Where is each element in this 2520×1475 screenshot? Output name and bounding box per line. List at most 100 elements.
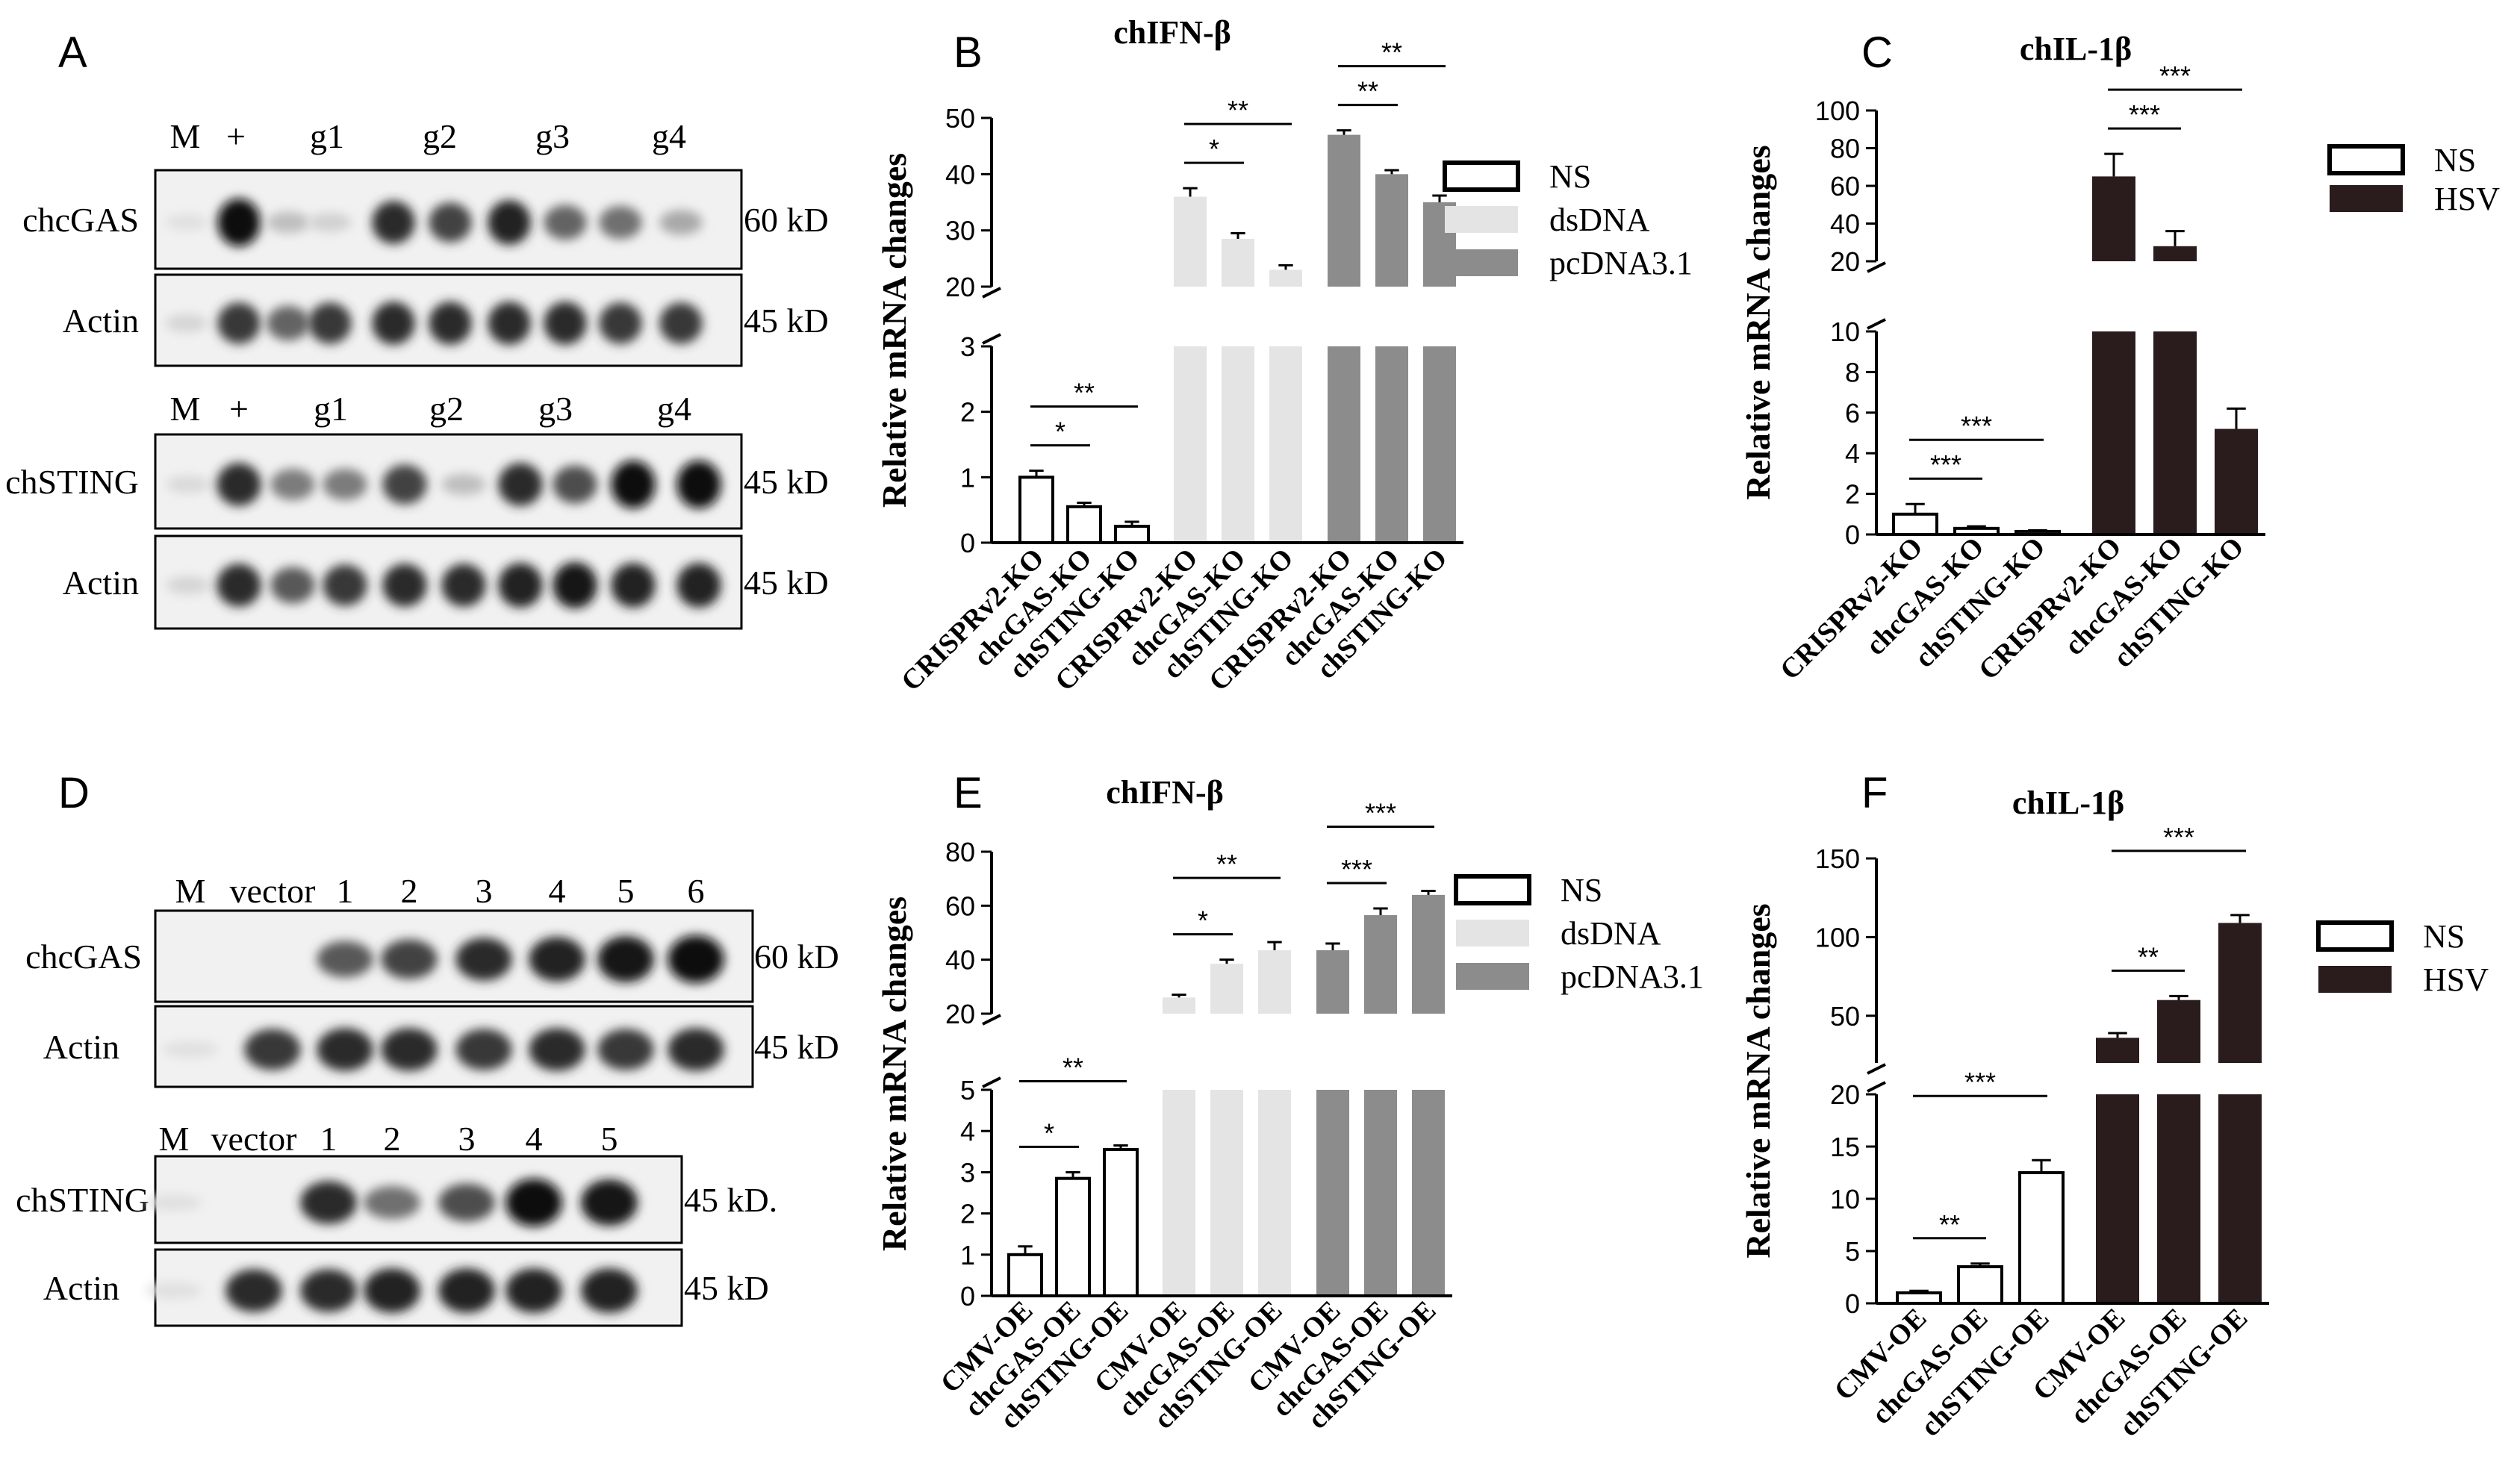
blot-row-label: Actin [43, 1269, 119, 1307]
legend-label: dsDNA [1549, 202, 1650, 238]
blot-band [529, 1028, 585, 1071]
bar [1412, 1090, 1445, 1296]
legend-label: HSV [2423, 961, 2489, 998]
y-tick-label: 3 [960, 1157, 975, 1188]
blot-band [611, 461, 656, 508]
legend-label: pcDNA3.1 [1561, 958, 1704, 995]
blot-band [267, 305, 310, 341]
blot-band [529, 937, 585, 982]
bar [1055, 1176, 1091, 1298]
lane-label: + [229, 390, 249, 428]
y-tick-label: 50 [945, 103, 975, 134]
significance-label: *** [1964, 1067, 1996, 1097]
blot-band [323, 564, 367, 606]
lane-label: + [226, 117, 246, 155]
bar [1174, 346, 1207, 543]
significance-label: ** [1216, 849, 1237, 879]
chart-title: chIFN-β [1106, 774, 1224, 811]
y-tick-label: 10 [1830, 316, 1860, 347]
panel-letter-d: D [58, 769, 90, 817]
bar [1007, 1253, 1043, 1298]
bar [1328, 346, 1360, 543]
bar [1258, 950, 1291, 1014]
lane-label: 1 [320, 1120, 337, 1158]
legend-swatch [2327, 144, 2405, 175]
lane-label: vector [230, 872, 316, 910]
blot-band [217, 564, 261, 607]
blot-band [300, 1181, 357, 1224]
panel-letter-b: B [953, 28, 983, 77]
bar [1328, 134, 1360, 287]
lane-label: g3 [538, 390, 573, 428]
y-axis-label: Relative mRNA changes [1739, 903, 1777, 1258]
blot-band [323, 469, 367, 500]
blot-band [165, 213, 208, 231]
blot-band [498, 463, 543, 506]
bar [1210, 964, 1243, 1014]
legend-label: HSV [2434, 181, 2500, 217]
blot-band [505, 1268, 562, 1313]
bar [2153, 331, 2197, 534]
y-axis-label: Relative mRNA changes [1739, 145, 1777, 499]
y-tick-label: 2 [960, 1199, 975, 1229]
lane-label: g2 [423, 117, 457, 155]
blot-band [498, 563, 543, 608]
blot-a2: M + g1 g2 g3 g4 chSTING 45 kD Actin 45 kD [5, 390, 829, 630]
blot-band [381, 1028, 438, 1071]
blot-band [676, 461, 721, 508]
blot-band [166, 576, 211, 595]
chart-title: chIL-1β [2020, 31, 2132, 67]
bar [1222, 238, 1254, 287]
bar [2096, 1038, 2139, 1063]
bar [1316, 1090, 1349, 1296]
lane-label: 2 [384, 1120, 401, 1158]
bar [1892, 512, 1938, 536]
blot-band [659, 210, 703, 235]
lane-label: g4 [657, 390, 691, 428]
blot-band [146, 1282, 202, 1300]
bar [2096, 1094, 2139, 1303]
lane-label: M [170, 117, 201, 155]
y-tick-label: 5 [1845, 1236, 1860, 1267]
bar [2092, 331, 2135, 534]
blot-band [308, 302, 352, 344]
lane-label: 5 [617, 872, 635, 910]
panel-letter-c: C [1861, 28, 1893, 77]
significance-label: ** [1357, 76, 1378, 107]
legend-swatch [1445, 206, 1518, 233]
blot-band [364, 1268, 420, 1313]
bar [1163, 1090, 1195, 1296]
blot-size-label: 45 kD [684, 1269, 769, 1307]
blot-row-label: Actin [63, 564, 139, 602]
axis-break-mark [1867, 261, 1886, 273]
blot-band [146, 1194, 202, 1212]
significance-label: *** [1961, 411, 1992, 441]
blot-band [441, 473, 486, 496]
lane-label: 3 [476, 872, 493, 910]
blot-band [372, 201, 415, 244]
bar [1375, 346, 1408, 543]
blot-band [599, 205, 642, 240]
legend-label: NS [1549, 158, 1591, 195]
chart-panel-c: chIL-1β Relative mRNA changes 0 2 4 6 8 10 20 40 6… [1739, 31, 2500, 686]
blot-band [308, 213, 352, 232]
bar [1364, 1090, 1397, 1296]
y-tick-label: 1 [960, 1240, 975, 1270]
blot-band [553, 465, 597, 504]
y-tick-label: 100 [1815, 96, 1860, 126]
blot-size-label: 45 kD. [684, 1181, 777, 1219]
significance-label: * [1044, 1117, 1054, 1148]
y-tick-label: 40 [945, 945, 975, 976]
blot-band [505, 1179, 562, 1226]
blot-band [581, 1268, 638, 1313]
blot-band [381, 939, 438, 979]
y-tick-label: 2 [960, 397, 975, 428]
chart-title: chIFN-β [1113, 14, 1231, 51]
chart-panel-f: chIL-1β Relative mRNA changes 0 5 10 15 20 50 10… [1739, 785, 2489, 1443]
blot-row-label: Actin [63, 302, 139, 340]
y-tick-label: 20 [945, 999, 975, 1029]
bar [2218, 923, 2262, 1063]
lane-label: g1 [310, 117, 344, 155]
